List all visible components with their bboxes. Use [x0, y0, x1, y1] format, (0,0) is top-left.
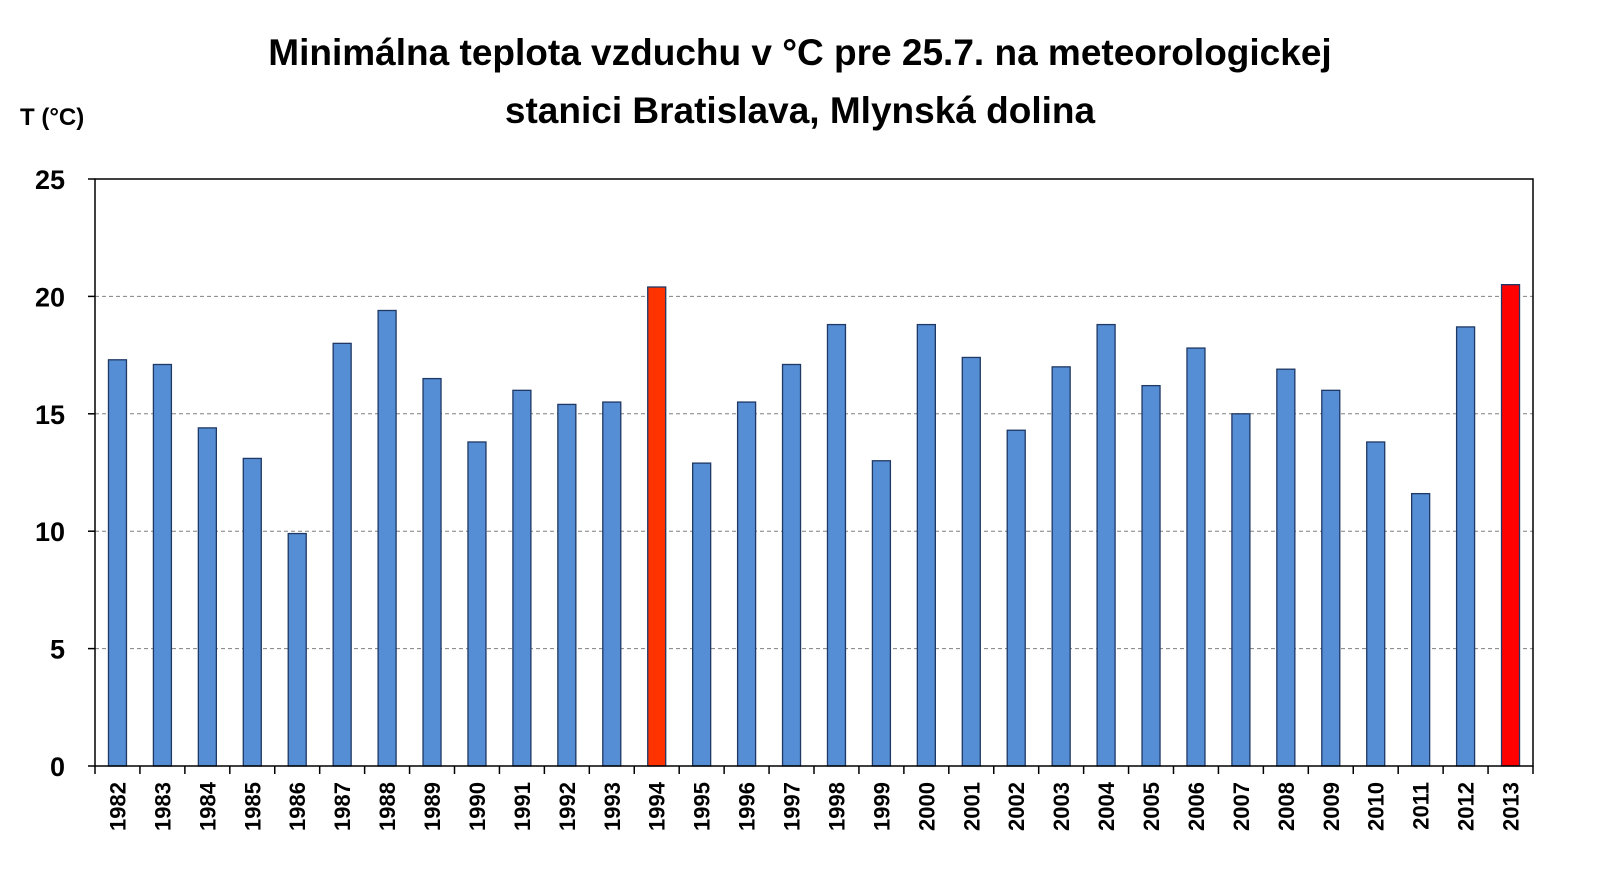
x-tick-label-2006: 2006: [1184, 782, 1209, 831]
chart-title: Minimálna teplota vzduchu v °C pre 25.7.…: [0, 24, 1600, 140]
x-tick-label-1997: 1997: [780, 782, 805, 831]
x-tick-label-1982: 1982: [105, 782, 130, 831]
y-tick-label: 0: [50, 752, 65, 782]
x-tick-label-1986: 1986: [285, 782, 310, 831]
bar-2005: [1141, 384, 1161, 767]
bar-2004: [1096, 323, 1116, 767]
bars: [107, 284, 1521, 767]
bar-1992: [557, 403, 577, 767]
bar-1985: [242, 457, 262, 767]
x-tick-label-2002: 2002: [1004, 782, 1029, 831]
y-tick-label: 15: [35, 400, 65, 430]
x-tick-label-1999: 1999: [869, 782, 894, 831]
bar-2012: [1455, 326, 1476, 767]
bar-2011: [1411, 492, 1431, 767]
x-tick-label-2001: 2001: [959, 782, 984, 831]
bar-1983: [152, 363, 173, 767]
bar-1982: [107, 359, 128, 767]
x-tick-label-2004: 2004: [1094, 781, 1119, 831]
x-tick-label-2000: 2000: [914, 782, 939, 831]
chart-title-line-1: Minimálna teplota vzduchu v °C pre 25.7.…: [268, 32, 1332, 73]
y-tick-label: 20: [35, 282, 65, 312]
x-tick-label-1990: 1990: [465, 782, 490, 831]
x-tick-label-1989: 1989: [420, 782, 445, 831]
y-tick-label: 25: [35, 165, 65, 195]
x-tick-label-1994: 1994: [645, 781, 670, 831]
x-tick-label-2013: 2013: [1499, 782, 1524, 831]
x-tick-label-2003: 2003: [1049, 782, 1074, 831]
y-tick-label: 5: [50, 635, 65, 665]
x-tick-label-2007: 2007: [1229, 782, 1254, 831]
bar-2000: [916, 323, 936, 767]
plot-frame: [94, 178, 1534, 767]
y-tick-label: 10: [35, 517, 65, 547]
bar-2009: [1321, 389, 1341, 767]
chart-title-line-2: stanici Bratislava, Mlynská dolina: [504, 90, 1096, 131]
x-tick-label-1995: 1995: [690, 782, 715, 831]
x-tick-label-1988: 1988: [375, 782, 400, 831]
x-tick-labels: 1982 1983 1984 1985 1986 1987 1988 1989 1990 1991…: [105, 781, 1523, 831]
x-tick-label-1985: 1985: [240, 782, 265, 831]
bar-1991: [512, 389, 532, 767]
bar-1996: [736, 401, 757, 767]
bar-1988: [377, 309, 397, 767]
bar-1984: [197, 427, 217, 767]
x-tick-label-1987: 1987: [330, 782, 355, 831]
x-tick-label-2009: 2009: [1319, 782, 1344, 831]
bar-2003: [1051, 366, 1071, 767]
axes: [88, 178, 1534, 774]
bar-1987: [332, 342, 352, 767]
x-tick-label-1991: 1991: [510, 782, 535, 831]
bar-1997: [781, 363, 802, 767]
bar-1990: [467, 441, 487, 767]
x-tick-label-1996: 1996: [735, 782, 760, 831]
bar-1994: [647, 286, 667, 767]
bar-2001: [961, 356, 981, 767]
x-tick-label-2008: 2008: [1274, 782, 1299, 831]
bar-1989: [422, 377, 442, 767]
bar-2006: [1186, 347, 1206, 767]
x-tick-label-2012: 2012: [1454, 782, 1479, 831]
bar-1986: [287, 532, 307, 767]
x-tick-label-1984: 1984: [195, 781, 220, 831]
x-tick-label-2005: 2005: [1139, 782, 1164, 831]
grid-lines: [95, 178, 1533, 650]
bar-1995: [692, 462, 712, 767]
y-tick-labels: 0 5 10 15 20 25: [35, 165, 65, 782]
bar-2013: [1500, 284, 1521, 767]
x-tick-label-2010: 2010: [1364, 782, 1389, 831]
x-tick-label-1998: 1998: [824, 782, 849, 831]
bar-2010: [1366, 441, 1386, 767]
bar-2008: [1276, 368, 1296, 767]
bar-1999: [871, 460, 892, 767]
x-tick-label-2011: 2011: [1409, 782, 1434, 830]
x-tick-label-1983: 1983: [150, 782, 175, 831]
y-axis-label: T (°C): [20, 104, 85, 131]
x-tick-label-1993: 1993: [600, 782, 625, 831]
x-tick-label-1992: 1992: [555, 782, 580, 831]
bar-2007: [1231, 413, 1251, 767]
bar-1993: [602, 401, 622, 767]
bar-1998: [826, 323, 847, 767]
bar-2002: [1006, 429, 1026, 767]
